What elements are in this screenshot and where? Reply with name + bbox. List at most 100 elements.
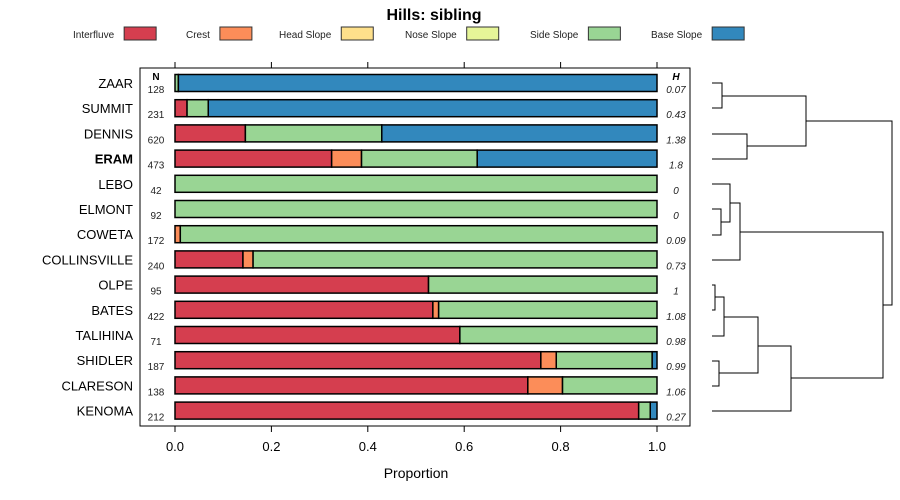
- h-value: 0.09: [666, 236, 686, 247]
- n-value: 42: [150, 186, 162, 197]
- bar-row: CLARESON 138 1.06: [61, 376, 686, 398]
- bar-row: SUMMIT 231 0.43: [82, 98, 686, 121]
- bar-segment-side-slope: [174, 174, 658, 194]
- n-value: 128: [148, 85, 165, 96]
- bar-row: ELMONT 92 0: [79, 199, 679, 222]
- row-label: ZAAR: [98, 76, 133, 91]
- n-value: 92: [150, 211, 162, 222]
- bar-segment-side-slope: [437, 300, 658, 320]
- x-tick-label: 0.8: [552, 439, 570, 454]
- row-label: LEBO: [98, 177, 133, 192]
- bar-segment-side-slope: [252, 250, 658, 269]
- bar-row: KENOMA 212 0.27: [77, 401, 686, 424]
- bar-segment-base-slope: [649, 401, 658, 420]
- dendrogram-branch: [712, 82, 893, 412]
- n-value: 212: [148, 413, 165, 424]
- bar-segment-crest: [330, 149, 363, 168]
- bar-segment-side-slope: [555, 350, 653, 370]
- bar-segment-side-slope: [174, 199, 658, 219]
- legend: Interfluve Crest Head Slope Nose Slope Side …: [73, 26, 745, 41]
- bar-segment-side-slope: [637, 401, 652, 420]
- row-label: DENNIS: [84, 126, 133, 141]
- bar-segment-base-slope: [476, 149, 658, 168]
- bar-row: DENNIS 620 1.38: [84, 124, 686, 146]
- x-axis-label: Proportion: [384, 465, 449, 481]
- chart-title: Hills: sibling: [386, 7, 481, 24]
- bar-segment-interfluve: [174, 376, 529, 395]
- bar-segment-crest: [540, 350, 558, 370]
- x-tick-label: 0.0: [166, 439, 184, 454]
- bar-row: ERAM 473 1.8: [95, 149, 683, 172]
- bar-segment-crest: [432, 300, 440, 320]
- bar-row: ZAAR 128 0.07: [98, 73, 686, 96]
- bar-segment-crest: [242, 250, 254, 269]
- bar-row: LEBO 42 0: [98, 174, 679, 197]
- bar-row: COLLINSVILLE 240 0.73: [42, 250, 686, 272]
- h-value: 0.07: [666, 85, 686, 96]
- h-value: 1.38: [666, 135, 686, 146]
- bar-row: OLPE 95 1: [98, 275, 679, 298]
- row-label: ELMONT: [79, 202, 133, 217]
- h-value: 1.8: [669, 161, 683, 172]
- n-header: N: [152, 72, 159, 83]
- n-value: 473: [148, 161, 165, 172]
- legend-swatch: [340, 26, 374, 41]
- bar-row: SHIDLER 187 0.99: [77, 350, 686, 373]
- row-label: SHIDLER: [77, 353, 133, 368]
- legend-swatch: [466, 26, 500, 41]
- bar-segment-interfluve: [174, 124, 247, 143]
- row-label: ERAM: [95, 152, 133, 167]
- h-value: 1: [673, 287, 679, 298]
- row-label: COLLINSVILLE: [42, 252, 133, 267]
- row-label: BATES: [91, 303, 133, 318]
- n-value: 138: [148, 387, 165, 398]
- h-value: 0.73: [666, 261, 686, 272]
- bar-segment-side-slope: [459, 325, 658, 345]
- bar-segment-interfluve: [174, 300, 434, 320]
- bar-segment-side-slope: [186, 98, 210, 118]
- legend-label: Crest: [186, 30, 210, 41]
- h-value: 0.98: [666, 337, 686, 348]
- bar-segment-interfluve: [174, 98, 188, 118]
- bar-segment-base-slope: [651, 350, 658, 370]
- plot-frame: [139, 67, 691, 427]
- h-value: 0.43: [666, 110, 686, 121]
- n-value: 422: [148, 312, 165, 323]
- row-label: SUMMIT: [82, 101, 133, 116]
- h-value: 0: [673, 186, 679, 197]
- bar-row: TALIHINA 71 0.98: [75, 325, 686, 348]
- h-value: 0.27: [666, 413, 686, 424]
- x-tick-label: 0.6: [455, 439, 473, 454]
- h-value: 0.99: [666, 362, 686, 373]
- row-label: KENOMA: [77, 404, 134, 419]
- n-value: 187: [148, 362, 165, 373]
- bar-row: BATES 422 1.08: [91, 300, 686, 323]
- h-value: 1.06: [666, 387, 686, 398]
- n-value: 231: [148, 110, 165, 121]
- bar-segment-side-slope: [360, 149, 478, 168]
- legend-label: Head Slope: [279, 30, 332, 41]
- n-value: 240: [148, 261, 165, 272]
- legend-label: Base Slope: [651, 30, 703, 41]
- bar-segment-base-slope: [207, 98, 658, 118]
- n-value: 71: [150, 337, 162, 348]
- bar-segment-side-slope: [179, 224, 658, 244]
- x-tick-label: 0.2: [262, 439, 280, 454]
- bar-segment-interfluve: [174, 401, 640, 420]
- bar-segment-side-slope: [427, 275, 658, 294]
- x-tick-label: 1.0: [648, 439, 666, 454]
- bar-row: COWETA 172 0.09: [77, 224, 686, 247]
- bar-segment-interfluve: [174, 325, 461, 345]
- legend-label: Interfluve: [73, 30, 115, 41]
- legend-label: Nose Slope: [405, 30, 457, 41]
- x-tick-label: 0.4: [359, 439, 377, 454]
- bar-segment-crest: [174, 224, 182, 244]
- h-header: H: [672, 72, 680, 83]
- bar-segment-interfluve: [174, 250, 244, 269]
- legend-label: Side Slope: [530, 30, 579, 41]
- n-value: 172: [148, 236, 165, 247]
- h-value: 1.08: [666, 312, 686, 323]
- bar-segment-crest: [527, 376, 564, 395]
- row-label: COWETA: [77, 227, 133, 242]
